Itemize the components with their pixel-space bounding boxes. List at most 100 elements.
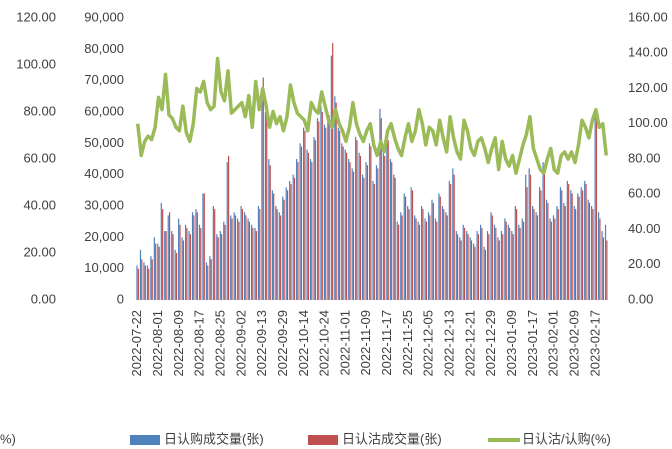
clipped-legend-text: %) xyxy=(0,431,16,446)
bar xyxy=(157,243,159,300)
y-tick-label: 40.00 xyxy=(23,197,56,212)
bar xyxy=(521,218,523,300)
bar xyxy=(221,234,223,300)
legend-label: 日认沽/认购(%) xyxy=(522,431,611,446)
x-tick-label: 2022-12-29 xyxy=(483,310,498,377)
x-tick-label: 2022-11-01 xyxy=(337,310,352,376)
bar xyxy=(264,112,267,300)
bar xyxy=(473,243,475,300)
bar xyxy=(164,231,166,300)
bar xyxy=(349,162,351,300)
bar xyxy=(275,206,277,300)
bar xyxy=(436,221,438,300)
bar xyxy=(462,224,464,300)
bar xyxy=(136,265,138,300)
bar xyxy=(594,112,596,300)
bar xyxy=(216,234,218,300)
bar xyxy=(481,227,483,300)
bar xyxy=(359,155,362,300)
y-tick-label: 160.00 xyxy=(628,9,668,24)
bar xyxy=(334,96,336,300)
bar xyxy=(316,118,319,301)
bar xyxy=(602,237,604,300)
bar xyxy=(529,174,532,300)
bar xyxy=(445,212,447,300)
x-tick-label: 2023-02-01 xyxy=(546,310,561,377)
bar xyxy=(139,249,142,300)
bar xyxy=(573,206,575,300)
bar xyxy=(292,174,294,300)
bar xyxy=(497,237,499,300)
bar xyxy=(382,152,385,300)
bar xyxy=(300,146,303,300)
y-tick-label: 100.00 xyxy=(16,56,56,71)
bar xyxy=(389,159,391,300)
bar xyxy=(463,227,466,300)
bar xyxy=(380,118,382,301)
bar xyxy=(543,168,545,300)
bar xyxy=(160,202,162,300)
bar xyxy=(182,240,185,300)
bar xyxy=(424,218,426,300)
bar xyxy=(283,199,285,300)
bar xyxy=(184,224,187,300)
bar xyxy=(276,209,278,300)
bar xyxy=(469,237,471,300)
bar xyxy=(592,209,594,300)
bar xyxy=(318,121,320,301)
bar xyxy=(491,215,493,300)
bar xyxy=(193,215,195,300)
y-tick-label: 20.00 xyxy=(628,256,661,271)
bar xyxy=(240,206,242,300)
bar xyxy=(599,218,601,300)
bar xyxy=(307,152,309,300)
x-tick-label: 2022-08-01 xyxy=(150,310,165,377)
bar xyxy=(179,224,181,300)
bar xyxy=(443,209,445,300)
bar xyxy=(342,146,344,300)
bar xyxy=(178,218,180,300)
y-tick-label: 70,000 xyxy=(84,72,124,87)
bar xyxy=(477,234,480,300)
bar xyxy=(597,212,600,300)
y-tick-label: 60.00 xyxy=(23,150,56,165)
bar xyxy=(384,155,386,300)
bar xyxy=(386,137,388,300)
bar xyxy=(490,212,492,300)
bar xyxy=(150,256,152,300)
bar xyxy=(261,96,263,300)
bar xyxy=(459,237,461,300)
bar xyxy=(457,234,459,300)
bar xyxy=(198,224,201,300)
legend-label: 日认购成交量(张) xyxy=(164,431,264,446)
bar xyxy=(448,180,450,300)
bar xyxy=(358,152,360,300)
bar xyxy=(233,212,235,300)
bar xyxy=(581,190,584,300)
bar xyxy=(280,215,282,300)
y-tick-label: 80.00 xyxy=(628,150,661,165)
bar xyxy=(483,246,485,300)
bar xyxy=(502,234,504,300)
legend-swatch xyxy=(308,435,338,445)
bar xyxy=(453,174,455,300)
line xyxy=(136,56,608,175)
bar xyxy=(339,130,341,300)
bar xyxy=(577,193,579,300)
bar xyxy=(321,112,323,300)
bar xyxy=(345,152,348,300)
bar xyxy=(332,43,334,301)
bar xyxy=(400,212,402,300)
bar xyxy=(425,221,427,300)
bar xyxy=(571,193,573,300)
bar xyxy=(266,102,268,300)
x-tick-label: 2022-08-25 xyxy=(212,310,227,377)
y-tick-label: 60,000 xyxy=(84,103,124,118)
bar xyxy=(438,193,440,300)
x-tick-label: 2022-09-13 xyxy=(254,310,269,377)
y-tick-label: 40,000 xyxy=(84,166,124,181)
bar xyxy=(601,231,603,300)
bar xyxy=(557,209,559,300)
bar xyxy=(500,231,503,300)
bar xyxy=(595,118,598,301)
